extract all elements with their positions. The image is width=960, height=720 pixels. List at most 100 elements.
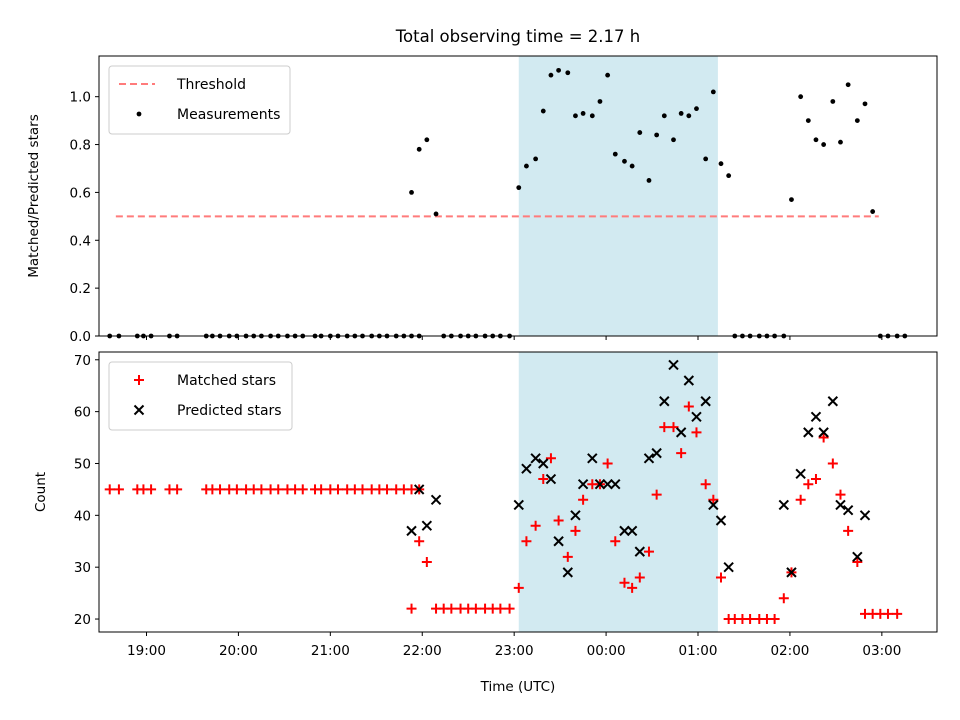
data-point: [533, 156, 539, 162]
data-point: [565, 70, 571, 76]
plot-frame: [98, 351, 938, 633]
predicted-marker: [659, 396, 670, 407]
predicted-marker: [700, 396, 711, 407]
count-panel: 20 30 40 50 60 70 19:00 20:00 21:00 22:00 23:00 00:…: [33, 351, 938, 659]
matched-marker: [676, 448, 687, 459]
matched-marker: [659, 422, 670, 433]
matched-marker: [297, 484, 308, 495]
data-point: [845, 82, 851, 88]
matched-marker: [691, 427, 702, 438]
matched-marker: [892, 608, 903, 619]
predicted-marker: [810, 411, 822, 423]
matched-marker: [146, 484, 157, 495]
observing-window: [518, 56, 718, 336]
data-point: [686, 113, 692, 119]
series-predicted-stars: [406, 359, 871, 578]
matched-marker: [513, 582, 524, 593]
predicted-marker: [570, 510, 581, 521]
data-point: [589, 113, 595, 119]
matched-marker: [113, 484, 124, 495]
predicted-marker: [421, 520, 433, 531]
predicted-marker: [577, 479, 589, 490]
data-point: [605, 72, 611, 78]
matched-marker: [446, 603, 457, 614]
legend: Threshold Measurements: [108, 65, 291, 135]
data-point: [710, 89, 716, 95]
matched-marker: [835, 489, 846, 500]
data-point: [718, 161, 724, 167]
matched-marker: [803, 479, 814, 490]
data-point: [678, 111, 684, 116]
y-tick-label: 50: [74, 456, 91, 472]
series-measurements: [107, 67, 908, 339]
predicted-marker: [803, 427, 814, 438]
ratio-panel: 0.0 0.2 0.4 0.6 0.8 1.0 Matched/Predicted star…: [26, 55, 938, 345]
matched-marker: [470, 603, 481, 614]
predicted-marker: [530, 453, 541, 464]
predicted-marker: [594, 479, 606, 490]
matched-marker: [382, 484, 393, 495]
matched-marker: [852, 557, 863, 567]
matched-marker: [421, 557, 432, 567]
legend-marker: [136, 111, 142, 117]
legend-label: Measurements: [177, 107, 280, 123]
x-tick-label: 00:00: [587, 643, 626, 659]
y-tick-label: 30: [74, 560, 91, 576]
predicted-marker: [413, 484, 425, 495]
data-point: [830, 99, 836, 104]
predicted-marker: [708, 499, 719, 511]
y-tick-label: 0.8: [70, 138, 91, 154]
data-point: [612, 151, 618, 157]
matched-marker: [215, 484, 226, 495]
matched-marker: [745, 614, 756, 625]
data-point: [637, 130, 643, 135]
observing-window: [518, 352, 718, 632]
matched-marker: [634, 572, 645, 583]
matched-marker: [769, 614, 780, 625]
matched-marker: [643, 546, 654, 557]
legend-box: [108, 361, 293, 431]
legend-label: Matched stars: [177, 373, 276, 389]
predicted-marker: [587, 453, 598, 464]
matched-marker: [619, 577, 630, 588]
legend-marker: [134, 375, 144, 385]
predicted-marker: [651, 447, 662, 459]
matched-marker: [578, 494, 589, 505]
data-point: [646, 178, 652, 183]
data-point: [870, 209, 876, 214]
data-point: [524, 163, 529, 169]
predicted-marker: [778, 499, 790, 511]
data-point: [694, 106, 699, 112]
matched-marker: [562, 551, 573, 562]
matched-marker: [530, 520, 541, 531]
data-point: [433, 211, 439, 217]
matched-marker: [256, 484, 267, 495]
legend-label: Threshold: [176, 77, 246, 93]
predicted-marker: [626, 525, 638, 537]
predicted-marker: [842, 504, 854, 516]
matched-marker: [104, 484, 115, 495]
data-point: [622, 158, 627, 164]
y-tick-label: 40: [74, 508, 91, 524]
data-point: [821, 142, 827, 147]
data-point: [573, 113, 578, 119]
x-axis-label: Time (UTC): [480, 679, 556, 695]
data-point: [580, 111, 586, 116]
data-point: [540, 108, 546, 114]
matched-marker: [795, 494, 806, 505]
data-point: [798, 94, 804, 100]
predicted-marker: [545, 473, 557, 485]
data-point: [548, 72, 554, 78]
matched-marker: [882, 608, 893, 619]
x-tick-label: 02:00: [770, 643, 809, 659]
matched-marker: [683, 401, 694, 412]
data-point: [556, 67, 561, 73]
predicted-marker: [634, 546, 646, 557]
predicted-marker: [675, 427, 687, 438]
y-tick-label: 1.0: [70, 90, 91, 106]
matched-marker: [504, 603, 515, 614]
chart-title: Total observing time = 2.17 h: [395, 27, 640, 46]
matched-marker: [610, 536, 621, 547]
x-tick-label: 19:00: [127, 643, 166, 659]
